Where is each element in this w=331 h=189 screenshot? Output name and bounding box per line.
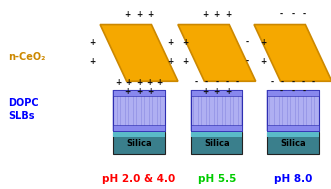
Text: -: -	[225, 78, 229, 87]
Text: +: +	[202, 10, 208, 19]
Text: +: +	[225, 87, 231, 96]
Text: pH 2.0 & 4.0: pH 2.0 & 4.0	[102, 174, 176, 184]
Text: +: +	[126, 78, 132, 87]
Text: n-CeO₂: n-CeO₂	[8, 52, 46, 62]
Polygon shape	[100, 25, 178, 81]
Text: -: -	[195, 78, 198, 87]
FancyBboxPatch shape	[267, 132, 319, 137]
Text: +: +	[90, 38, 96, 47]
Text: +: +	[182, 38, 188, 47]
Text: +: +	[146, 78, 152, 87]
Text: +: +	[167, 57, 174, 66]
Text: pH 8.0: pH 8.0	[274, 174, 312, 184]
Text: -: -	[245, 57, 248, 66]
Text: Silica: Silica	[126, 139, 152, 148]
Text: -: -	[312, 78, 315, 87]
FancyBboxPatch shape	[267, 125, 319, 131]
Text: -: -	[280, 10, 283, 19]
Text: +: +	[214, 10, 220, 19]
Polygon shape	[178, 25, 256, 81]
Text: +: +	[157, 78, 163, 87]
Text: -: -	[303, 10, 306, 19]
Text: +: +	[136, 87, 142, 96]
FancyBboxPatch shape	[191, 132, 242, 153]
Text: Silica: Silica	[280, 139, 306, 148]
Text: +: +	[136, 78, 142, 87]
FancyBboxPatch shape	[267, 132, 319, 153]
Text: -: -	[303, 87, 306, 96]
Text: -: -	[271, 78, 274, 87]
Text: +: +	[124, 87, 130, 96]
Text: pH 5.5: pH 5.5	[198, 174, 236, 184]
FancyBboxPatch shape	[191, 132, 242, 137]
Text: +: +	[202, 87, 208, 96]
Text: +: +	[214, 87, 220, 96]
FancyBboxPatch shape	[113, 90, 165, 131]
Text: -: -	[291, 78, 295, 87]
Text: -: -	[215, 78, 218, 87]
Text: +: +	[148, 10, 154, 19]
Text: +: +	[260, 38, 266, 47]
FancyBboxPatch shape	[113, 132, 165, 137]
Text: +: +	[182, 57, 188, 66]
Text: +: +	[148, 87, 154, 96]
FancyBboxPatch shape	[267, 90, 319, 96]
FancyBboxPatch shape	[113, 90, 165, 96]
Text: Silica: Silica	[204, 139, 230, 148]
FancyBboxPatch shape	[191, 90, 242, 131]
Text: -: -	[302, 78, 305, 87]
Text: -: -	[291, 10, 295, 19]
FancyBboxPatch shape	[191, 125, 242, 131]
Text: +: +	[225, 10, 231, 19]
FancyBboxPatch shape	[113, 132, 165, 153]
FancyBboxPatch shape	[113, 125, 165, 131]
Text: +: +	[260, 57, 266, 66]
Text: +: +	[167, 38, 174, 47]
FancyBboxPatch shape	[191, 90, 242, 96]
Text: DOPC
SLBs: DOPC SLBs	[8, 98, 39, 121]
Text: -: -	[205, 78, 208, 87]
Text: +: +	[124, 10, 130, 19]
Text: +: +	[136, 10, 142, 19]
Text: -: -	[236, 78, 239, 87]
Text: -: -	[291, 87, 295, 96]
Polygon shape	[254, 25, 331, 81]
Text: -: -	[281, 78, 284, 87]
Text: +: +	[116, 78, 121, 87]
Text: -: -	[280, 87, 283, 96]
Text: -: -	[245, 38, 248, 47]
Text: +: +	[90, 57, 96, 66]
FancyBboxPatch shape	[267, 90, 319, 131]
